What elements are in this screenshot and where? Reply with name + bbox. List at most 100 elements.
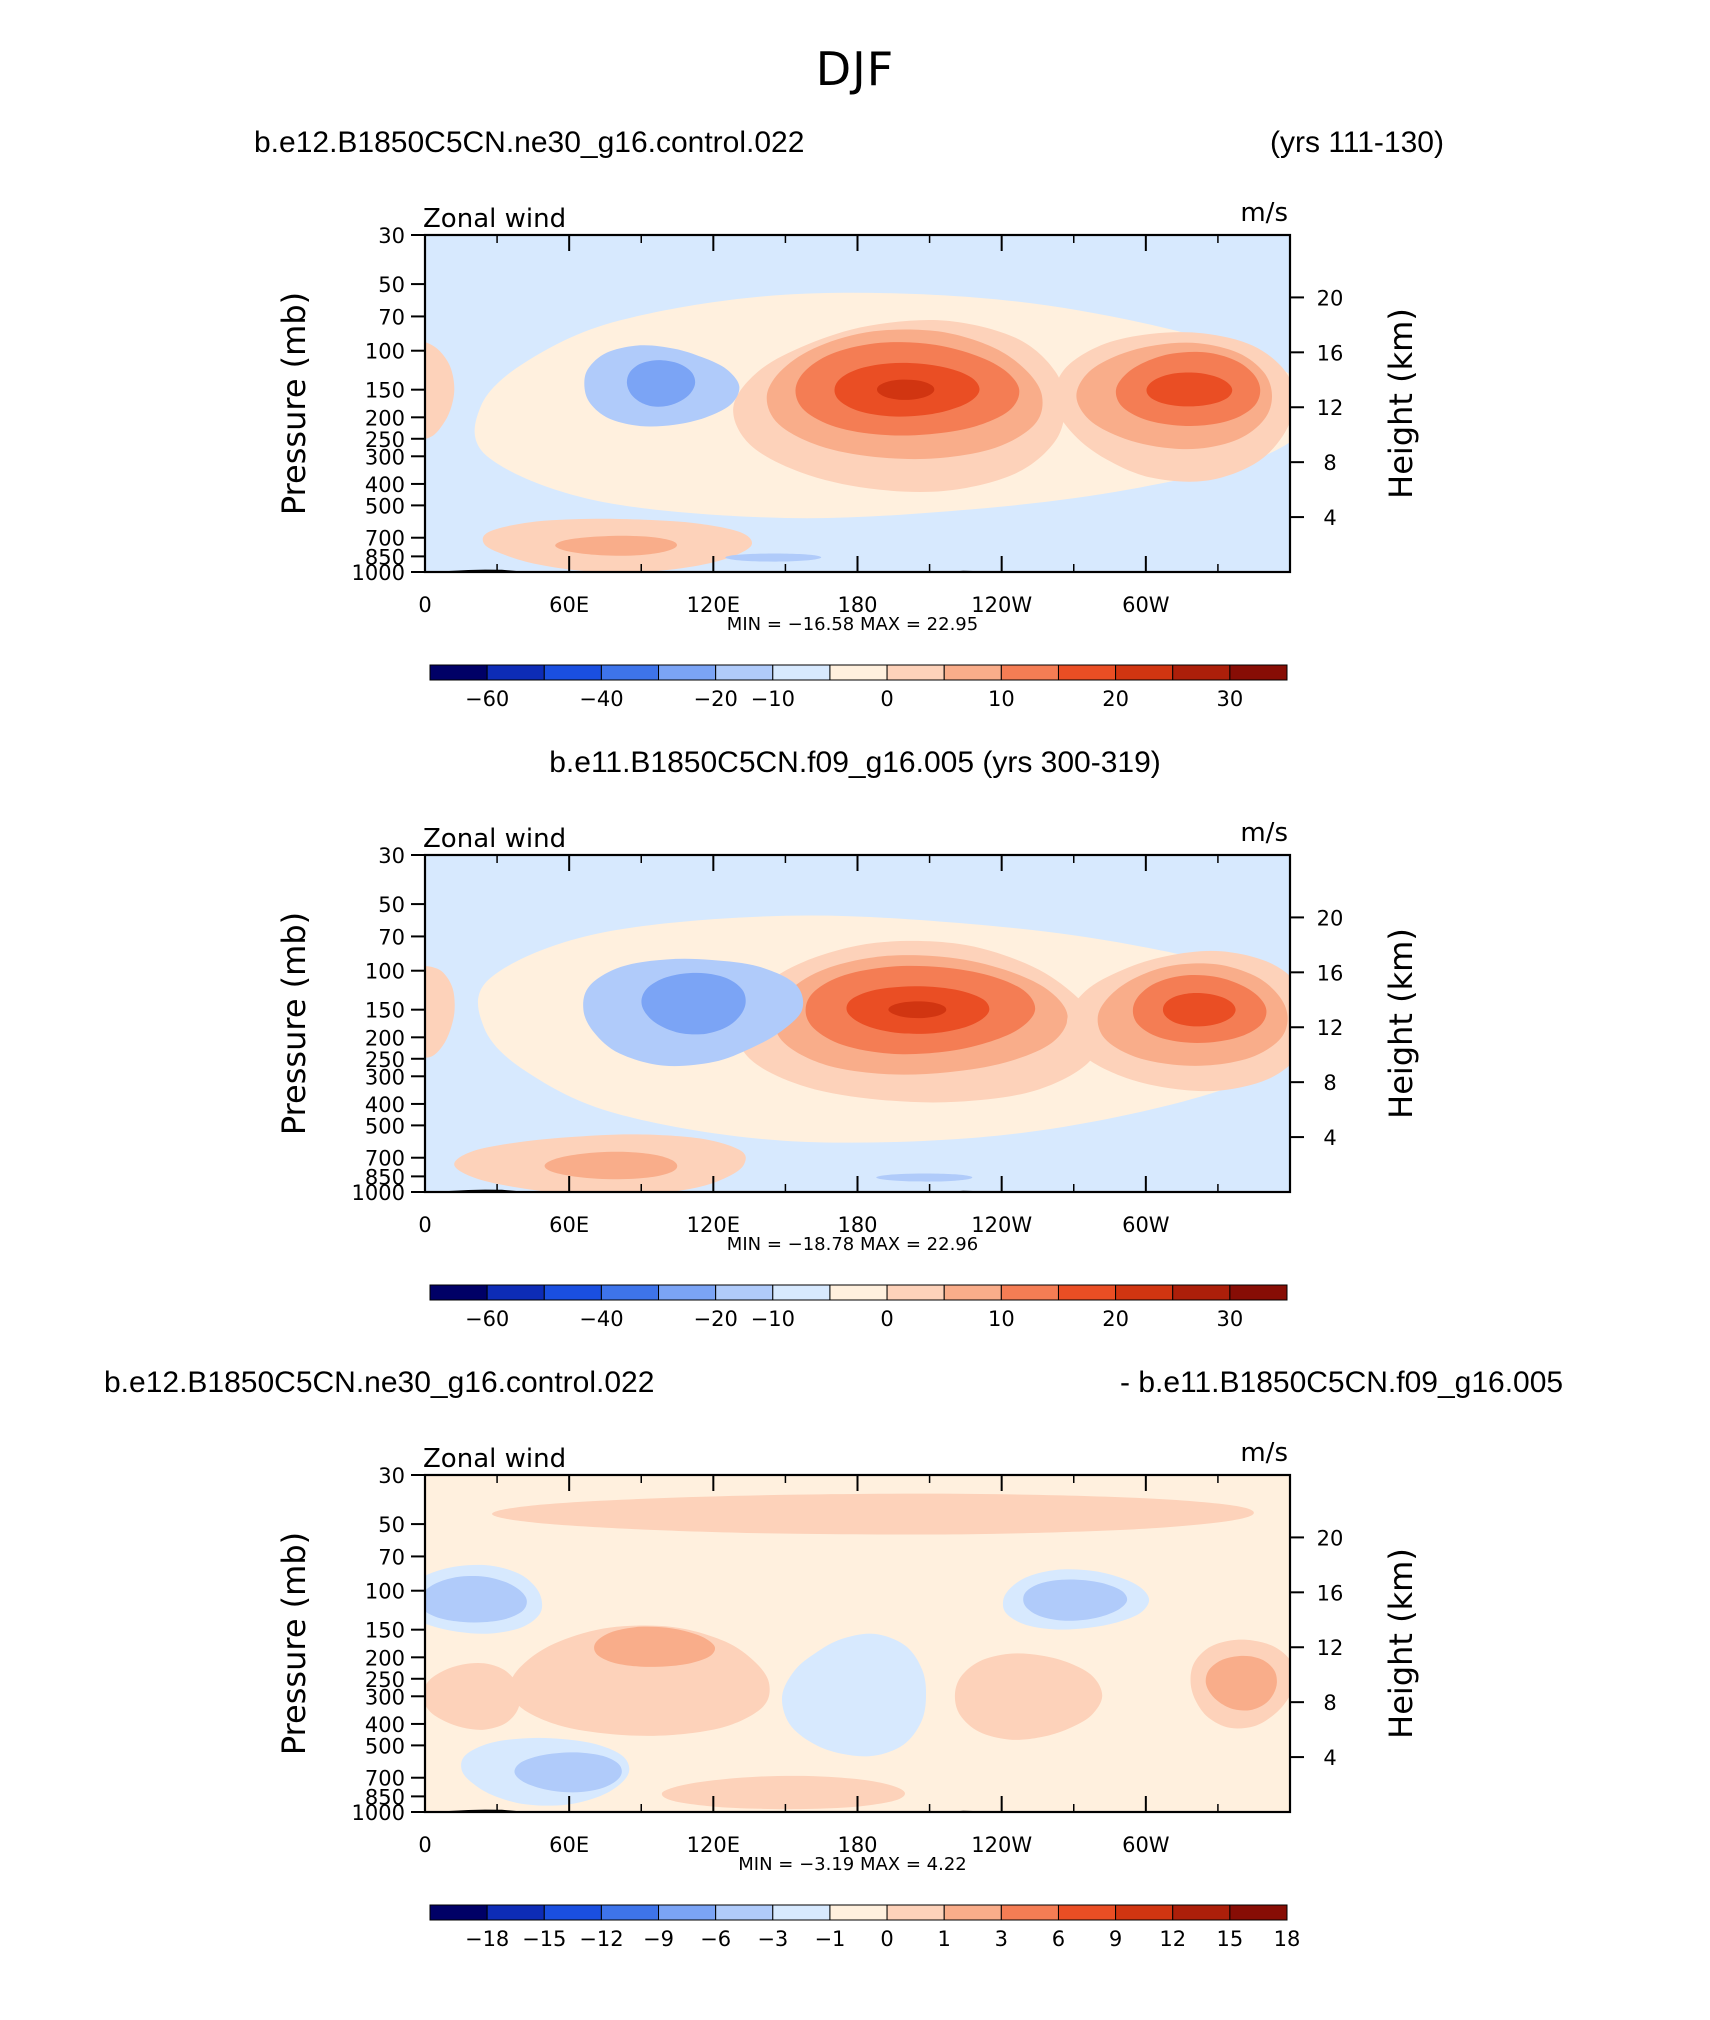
- x-tick-label: 120W: [971, 1213, 1032, 1237]
- x-tick-label: 60W: [1122, 1833, 1170, 1857]
- figure-title: DJF: [815, 42, 895, 96]
- y-tick-label: 700: [365, 1767, 405, 1791]
- x-tick-label: 60E: [549, 593, 589, 617]
- y-tick-label: 150: [365, 379, 405, 403]
- x-tick-label: 120E: [687, 1213, 740, 1237]
- colorbar-box: [1000, 1904, 1059, 1921]
- colorbar-label: 30: [1216, 687, 1243, 711]
- colorbar-box: [658, 1284, 717, 1301]
- y-tick-label: 300: [365, 1685, 405, 1709]
- colorbar-label: −20: [694, 687, 738, 711]
- colorbar-box: [429, 1284, 488, 1301]
- y-tick-label: 500: [365, 1114, 405, 1138]
- min-max-label: MIN = −16.58 MAX = 22.95: [727, 614, 978, 635]
- units-label: m/s: [1240, 1438, 1288, 1468]
- colorbar-box: [429, 664, 488, 681]
- variable-label: Zonal wind: [423, 1444, 566, 1474]
- colorbar-label: 0: [880, 1927, 893, 1951]
- colorbar-label: 18: [1274, 1927, 1301, 1951]
- x-tick-label: 180: [837, 1833, 877, 1857]
- colorbar-label: −15: [522, 1927, 566, 1951]
- contour-region-16: [876, 1173, 973, 1182]
- colorbar-box: [1172, 664, 1231, 681]
- colorbar-label: −40: [579, 687, 623, 711]
- x-tick-label: 120E: [687, 1833, 740, 1857]
- panel-1-title-left: b.e12.B1850C5CN.ne30_g16.control.022: [254, 126, 805, 159]
- y-tick-label: 30: [378, 224, 405, 248]
- colorbar-box: [1229, 1904, 1288, 1921]
- colorbar-box: [1000, 664, 1059, 681]
- x-tick-label: 60E: [549, 1213, 589, 1237]
- contour-region-8: [514, 1752, 622, 1793]
- y-axis-title: Pressure (mb): [275, 1532, 313, 1755]
- colorbar-label: −20: [694, 1307, 738, 1331]
- colorbar-box: [543, 1904, 602, 1921]
- x-tick-label: 120E: [687, 593, 740, 617]
- y-tick-label: 100: [365, 340, 405, 364]
- colorbar-box: [829, 1904, 888, 1921]
- units-label: m/s: [1240, 198, 1288, 228]
- y-right-tick-label: 4: [1323, 506, 1336, 530]
- contour-region-12: [954, 1653, 1103, 1740]
- y-right-tick-label: 20: [1317, 906, 1344, 930]
- colorbar-label: 10: [988, 1307, 1015, 1331]
- y-right-tick-label: 12: [1317, 1016, 1344, 1040]
- contour-region-14: [1205, 1655, 1277, 1711]
- colorbar-label: −40: [579, 1307, 623, 1331]
- colorbar-box: [1057, 664, 1117, 681]
- contour-region-9: [876, 379, 935, 400]
- y-tick-label: 850: [365, 545, 405, 569]
- colorbar-box: [1172, 1284, 1231, 1301]
- y-right-tick-label: 20: [1317, 286, 1344, 310]
- contour-fill: [425, 1493, 1290, 1812]
- panel-1-title-right: (yrs 111-130): [1270, 126, 1444, 159]
- y-tick-label: 700: [365, 527, 405, 551]
- x-tick-label: 0: [418, 1213, 431, 1237]
- y-tick-label: 70: [378, 925, 405, 949]
- colorbar-label: 30: [1216, 1307, 1243, 1331]
- y-tick-label: 850: [365, 1165, 405, 1189]
- contour-region-15: [626, 360, 696, 407]
- y-tick-label: 70: [378, 305, 405, 329]
- colorbar-label: 1: [938, 1927, 951, 1951]
- y-tick-label: 200: [365, 406, 405, 430]
- colorbar-label: 0: [880, 1307, 893, 1331]
- colorbar-box: [886, 664, 945, 681]
- x-tick-label: 60W: [1122, 1213, 1170, 1237]
- contour-region-6: [1023, 1579, 1128, 1621]
- colorbar-label: 12: [1159, 1927, 1186, 1951]
- y-axis-right-title: Height (km): [1382, 928, 1420, 1119]
- y-tick-label: 250: [365, 1668, 405, 1692]
- y-right-tick-label: 16: [1317, 1581, 1344, 1605]
- x-tick-label: 60W: [1122, 593, 1170, 617]
- min-max-label: MIN = −18.78 MAX = 22.96: [727, 1234, 978, 1255]
- y-tick-label: 250: [365, 1048, 405, 1072]
- colorbar-box: [715, 1284, 774, 1301]
- units-label: m/s: [1240, 818, 1288, 848]
- colorbar-box: [1229, 664, 1288, 681]
- x-tick-label: 180: [837, 593, 877, 617]
- y-axis-title: Pressure (mb): [275, 292, 313, 515]
- colorbar-box: [829, 664, 888, 681]
- colorbar-box: [1115, 1904, 1174, 1921]
- colorbar-box: [943, 1904, 1002, 1921]
- colorbar-box: [1057, 1904, 1117, 1921]
- colorbar-box: [486, 1284, 545, 1301]
- y-tick-label: 400: [365, 473, 405, 497]
- y-tick-label: 250: [365, 428, 405, 452]
- colorbar-box: [1172, 1904, 1231, 1921]
- colorbar-box: [943, 1284, 1002, 1301]
- figure-page: { "figure_title": "DJF", "colors": { "ct…: [104, 42, 1563, 1951]
- colorbar-label: −9: [643, 1927, 674, 1951]
- contour-region-16: [725, 553, 822, 562]
- y-tick-label: 700: [365, 1147, 405, 1171]
- y-tick-label: 30: [378, 844, 405, 868]
- colorbar-label: 20: [1102, 687, 1129, 711]
- contour-region-2: [425, 342, 455, 439]
- colorbar-label: −10: [751, 1307, 795, 1331]
- y-tick-label: 1000: [352, 1181, 405, 1205]
- contour-region-9: [888, 1001, 947, 1019]
- colorbar-label: 15: [1216, 1927, 1243, 1951]
- y-right-tick-label: 8: [1323, 1071, 1336, 1095]
- y-right-tick-label: 8: [1323, 451, 1336, 475]
